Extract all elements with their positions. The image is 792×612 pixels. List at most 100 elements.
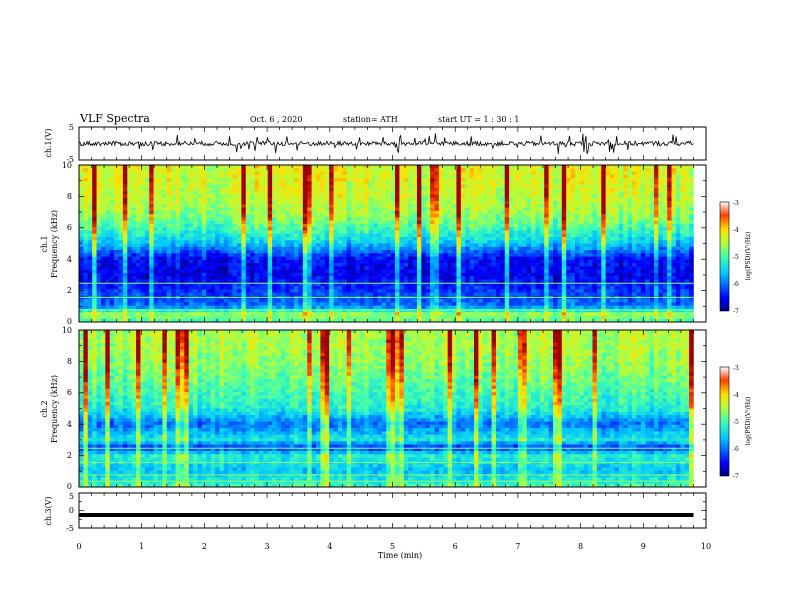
ch1-spec-cell [636, 223, 642, 228]
ch1-spec-cell [583, 236, 589, 241]
ch1-spec-cell [307, 178, 312, 182]
ch1-spec-cell [298, 165, 304, 169]
ch1-spec-cell [478, 174, 484, 179]
ch1-spec-cell [171, 266, 176, 270]
ch1-spec-cell [469, 165, 475, 169]
ch1-spec-cell [258, 194, 264, 199]
ch1-spec-cell [434, 165, 440, 169]
ch1-spec-cell [144, 181, 150, 185]
ch1-spec-cell [184, 220, 190, 225]
ch1-spec-cell [658, 266, 664, 270]
ch1-spec-cell [381, 174, 387, 179]
ch1-spec-cell [351, 204, 356, 208]
ch1-spec-cell [162, 263, 168, 267]
ch1-spec-cell [373, 168, 378, 172]
ch1-spec-cell [667, 256, 672, 261]
ch1-spec-cell [399, 246, 405, 251]
ch1-spec-cell [250, 230, 255, 234]
ch1-spec-cell [408, 165, 413, 169]
ch1-spec-cell [219, 171, 225, 176]
ch1-spec-cell [131, 181, 137, 185]
ch1-spec-cell [662, 250, 668, 254]
ch1-spec-cell [136, 269, 141, 274]
ch1-spec-cell [395, 217, 400, 221]
ch1-spec-cell [403, 217, 409, 221]
ch1-spec-cell [355, 223, 361, 228]
ch1-spec-cell [258, 204, 264, 208]
ch1-spec-cell [513, 191, 519, 195]
ch1-spec-cell [680, 263, 685, 267]
ch1-spec-cell [109, 276, 115, 280]
ch1-spec-cell [162, 256, 168, 261]
ch1-spec-cell [535, 276, 541, 280]
ch1-spec-cell [237, 214, 242, 218]
ch1-spec-cell [487, 194, 492, 199]
ch1-spec-cell [131, 217, 137, 221]
ch1-spec-cell [460, 197, 466, 202]
ch1-spec-cell [144, 214, 150, 218]
ch1-spec-cell [557, 272, 563, 277]
ch1-spec-cell [535, 181, 541, 185]
ch1-spec-cell [342, 214, 348, 218]
ch1-spec-cell [346, 200, 352, 205]
ch1-spec-cell [136, 233, 141, 238]
ch1-spec-cell [197, 276, 203, 280]
ch1-spec-cell [653, 250, 659, 254]
ch1-spec-cell [127, 246, 132, 251]
ch1-spec-cell [491, 181, 497, 185]
ch1-spec-cell [373, 191, 378, 195]
ch1-spec-cell [368, 230, 374, 234]
ch1-spec-cell [443, 236, 448, 241]
ch1-spec-cell [658, 197, 664, 202]
ch1-spec-cell [452, 210, 457, 215]
ch1-spec-cell [675, 214, 681, 218]
ch1-spec-cell [188, 217, 194, 221]
ch1-spec-cell [179, 276, 185, 280]
ch1-spec-cell [258, 269, 264, 274]
ch1-spec-cell [280, 223, 286, 228]
ch1-spec-cell [482, 165, 488, 169]
ch1-spec-cell [158, 240, 163, 244]
ch1-spec-cell [114, 223, 119, 228]
ch1-spec-cell [87, 272, 93, 277]
ch1-spec-cell [482, 204, 488, 208]
ch1-spec-cell [140, 233, 146, 238]
ch1-spec-cell [425, 204, 431, 208]
ch1-spec-cell [649, 266, 655, 270]
ch1-spec-cell [149, 168, 154, 172]
ch1-spec-cell [618, 178, 624, 182]
ch1-spec-cell [149, 214, 154, 218]
ch1-spec-cell [456, 200, 462, 205]
ch1-spec-cell [127, 220, 132, 225]
ch1-spec-cell [131, 272, 137, 277]
ch1-spec-cell [395, 184, 400, 189]
ch1-spec-cell [614, 246, 620, 251]
ch1-spec-cell [522, 178, 527, 182]
ch1-spec-cell [144, 165, 150, 169]
ch1-spec-cell [258, 200, 264, 205]
ch1-spec-cell [245, 253, 251, 257]
ch1-spec-cell [623, 263, 628, 267]
ch1-spec-cell [114, 236, 119, 241]
ch1-spec-cell [474, 200, 479, 205]
ch1-spec-cell [114, 230, 119, 234]
ch1-spec-cell [219, 272, 225, 277]
ch1-spec-cell [92, 200, 97, 205]
ch1-spec-cell [662, 191, 668, 195]
ch1-spec-cell [223, 181, 229, 185]
ch1-spec-cell [561, 187, 567, 192]
ch1-spec-cell [166, 220, 172, 225]
ch1-spec-cell [452, 181, 457, 185]
ch1-spec-cell [267, 276, 273, 280]
ch1-spec-cell [346, 233, 352, 238]
ch1-spec-cell [491, 253, 497, 257]
ch1-spec-cell [416, 165, 422, 169]
ch1-spec-cell [346, 210, 352, 215]
ch1-spec-cell [267, 187, 273, 192]
ch1-spec-cell [79, 204, 84, 208]
ch1-spec-cell [614, 263, 620, 267]
ch1-spec-cell [487, 256, 492, 261]
ch1-spec-cell [223, 276, 229, 280]
ch1-spec-cell [535, 197, 541, 202]
ch1-spec-cell [649, 256, 655, 261]
